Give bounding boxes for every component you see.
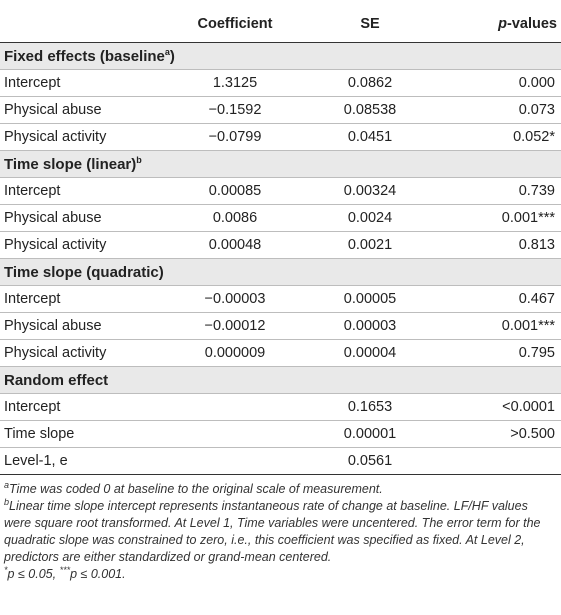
p-value-cell: 0.052*	[440, 123, 561, 151]
table-row: Intercept 0.00085 0.00324 0.739	[0, 177, 561, 205]
section-header-row: Time slope (linear)b	[0, 150, 561, 178]
footnote-a-text: Time was coded 0 at baseline to the orig…	[9, 482, 383, 496]
p-value-cell: <0.0001	[440, 393, 561, 421]
section-footnote-marker: a	[164, 46, 170, 57]
table-row: Physical abuse −0.00012 0.00003 0.001***	[0, 312, 561, 340]
p-value-cell: 0.813	[440, 231, 561, 259]
section-title: Time slope (quadratic)	[0, 258, 561, 286]
coefficient-cell: 1.3125	[170, 69, 300, 97]
footnote-b-marker: b	[4, 496, 10, 507]
se-cell: 0.0024	[300, 204, 440, 232]
se-cell: 0.00324	[300, 177, 440, 205]
table-row: Physical activity −0.0799 0.0451 0.052*	[0, 123, 561, 151]
p-value-cell: 0.001***	[440, 312, 561, 340]
table-row: Physical activity 0.00048 0.0021 0.813	[0, 231, 561, 259]
table-row: Physical abuse 0.0086 0.0024 0.001***	[0, 204, 561, 232]
se-cell: 0.1653	[300, 393, 440, 421]
se-cell: 0.00001	[300, 420, 440, 448]
footnote-a-marker: a	[4, 479, 10, 490]
table-footnotes: aTime was coded 0 at baseline to the ori…	[0, 475, 561, 583]
coefficient-cell: 0.00048	[170, 231, 300, 259]
results-table-container: Coefficient SE p-values Fixed effects (b…	[0, 6, 561, 583]
row-label: Intercept	[0, 177, 170, 205]
row-label: Time slope	[0, 420, 170, 448]
p-value-cell: 0.795	[440, 339, 561, 367]
header-label-col	[0, 6, 170, 43]
section-title-text: Random effect	[4, 371, 109, 389]
footnote-significance: *p ≤ 0.05, ***p ≤ 0.001.	[4, 564, 557, 583]
section-footnote-marker: b	[136, 154, 142, 165]
se-cell: 0.0451	[300, 123, 440, 151]
p-value-cell: 0.467	[440, 285, 561, 313]
table-body: Fixed effects (baselinea) Intercept 1.3125…	[0, 42, 561, 475]
coefficient-cell: −0.1592	[170, 96, 300, 124]
table-row: Level-1, e 0.0561	[0, 447, 561, 475]
row-label: Physical activity	[0, 123, 170, 151]
coefficient-cell: 0.00085	[170, 177, 300, 205]
section-header-row: Fixed effects (baselinea)	[0, 42, 561, 70]
sig-star-1: *	[4, 564, 8, 575]
table-row: Physical activity 0.000009 0.00004 0.795	[0, 339, 561, 367]
row-label: Intercept	[0, 69, 170, 97]
se-cell: 0.00004	[300, 339, 440, 367]
row-label: Physical activity	[0, 231, 170, 259]
table-row: Intercept 0.1653 <0.0001	[0, 393, 561, 421]
se-cell: 0.0021	[300, 231, 440, 259]
se-cell: 0.00005	[300, 285, 440, 313]
header-coefficient: Coefficient	[170, 6, 300, 43]
footnote-b-text: Linear time slope intercept represents i…	[4, 499, 541, 564]
se-cell: 0.0561	[300, 447, 440, 475]
coefficient-cell: −0.00003	[170, 285, 300, 313]
footnote-a: aTime was coded 0 at baseline to the ori…	[4, 479, 557, 498]
sig-text-3: p ≤ 0.001.	[70, 567, 126, 581]
section-title-text: Fixed effects (baseline	[4, 47, 165, 65]
row-label: Level-1, e	[0, 447, 170, 475]
row-label: Intercept	[0, 285, 170, 313]
section-title-text: Time slope (linear)	[4, 155, 137, 173]
section-title: Fixed effects (baselinea)	[0, 42, 561, 70]
p-value-cell: 0.073	[440, 96, 561, 124]
section-title: Time slope (linear)b	[0, 150, 561, 178]
header-p-values: p-values	[440, 6, 561, 43]
row-label: Physical activity	[0, 339, 170, 367]
coefficient-cell	[170, 447, 300, 475]
p-italic: p	[498, 16, 508, 32]
coefficient-cell: −0.0799	[170, 123, 300, 151]
coefficient-cell	[170, 393, 300, 421]
row-label: Physical abuse	[0, 204, 170, 232]
results-table: Coefficient SE p-values Fixed effects (b…	[0, 6, 561, 475]
header-se: SE	[300, 6, 440, 43]
header-p-suffix: -values	[507, 16, 557, 32]
section-title-text: Time slope (quadratic)	[4, 263, 164, 281]
table-row: Intercept −0.00003 0.00005 0.467	[0, 285, 561, 313]
coefficient-cell: 0.000009	[170, 339, 300, 367]
section-header-row: Random effect	[0, 366, 561, 394]
footnote-b: bLinear time slope intercept represents …	[4, 496, 557, 566]
p-value-cell: 0.001***	[440, 204, 561, 232]
p-value-cell: 0.000	[440, 69, 561, 97]
section-title: Random effect	[0, 366, 561, 394]
p-value-cell	[440, 447, 561, 475]
table-row: Physical abuse −0.1592 0.08538 0.073	[0, 96, 561, 124]
section-header-row: Time slope (quadratic)	[0, 258, 561, 286]
se-cell: 0.08538	[300, 96, 440, 124]
section-title-close: )	[169, 47, 175, 65]
sig-star-3: ***	[59, 564, 71, 575]
sig-text-1: p ≤ 0.05,	[7, 567, 60, 581]
p-value-cell: >0.500	[440, 420, 561, 448]
row-label: Physical abuse	[0, 96, 170, 124]
p-value-cell: 0.739	[440, 177, 561, 205]
coefficient-cell: 0.0086	[170, 204, 300, 232]
se-cell: 0.0862	[300, 69, 440, 97]
table-row: Time slope 0.00001 >0.500	[0, 420, 561, 448]
coefficient-cell	[170, 420, 300, 448]
table-row: Intercept 1.3125 0.0862 0.000	[0, 69, 561, 97]
row-label: Physical abuse	[0, 312, 170, 340]
row-label: Intercept	[0, 393, 170, 421]
coefficient-cell: −0.00012	[170, 312, 300, 340]
se-cell: 0.00003	[300, 312, 440, 340]
header-row: Coefficient SE p-values	[0, 6, 561, 43]
